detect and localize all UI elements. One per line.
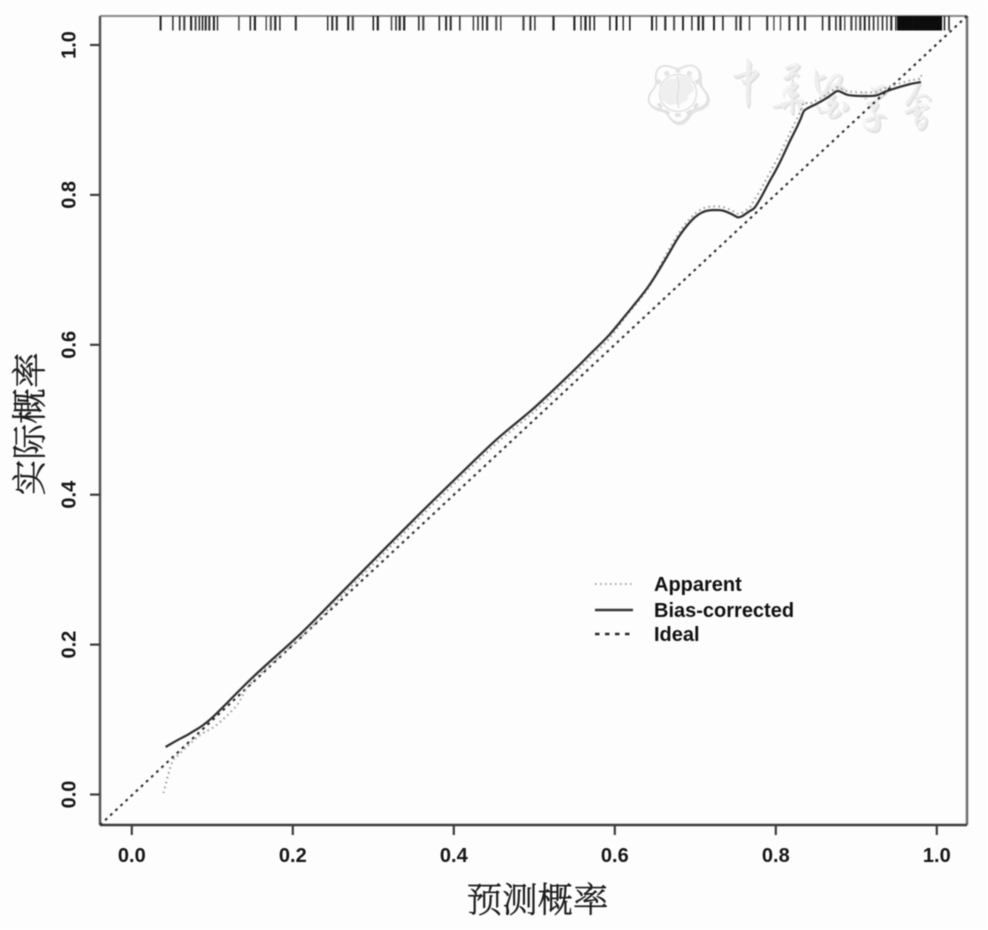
svg-text:0.2: 0.2 [59,631,81,659]
svg-text:0.0: 0.0 [59,781,81,809]
svg-text:Ideal: Ideal [654,624,700,646]
svg-text:0.4: 0.4 [59,480,81,509]
svg-text:0.8: 0.8 [59,181,81,209]
svg-text:0.4: 0.4 [440,845,469,867]
svg-text:1.0: 1.0 [59,31,81,59]
svg-text:0.8: 0.8 [762,845,790,867]
svg-text:0.0: 0.0 [118,845,146,867]
svg-text:0.6: 0.6 [601,845,629,867]
svg-text:0.2: 0.2 [279,845,307,867]
svg-text:1.0: 1.0 [923,845,951,867]
svg-text:Apparent: Apparent [654,574,742,596]
svg-text:Bias-corrected: Bias-corrected [654,600,794,622]
svg-text:0.6: 0.6 [59,331,81,359]
